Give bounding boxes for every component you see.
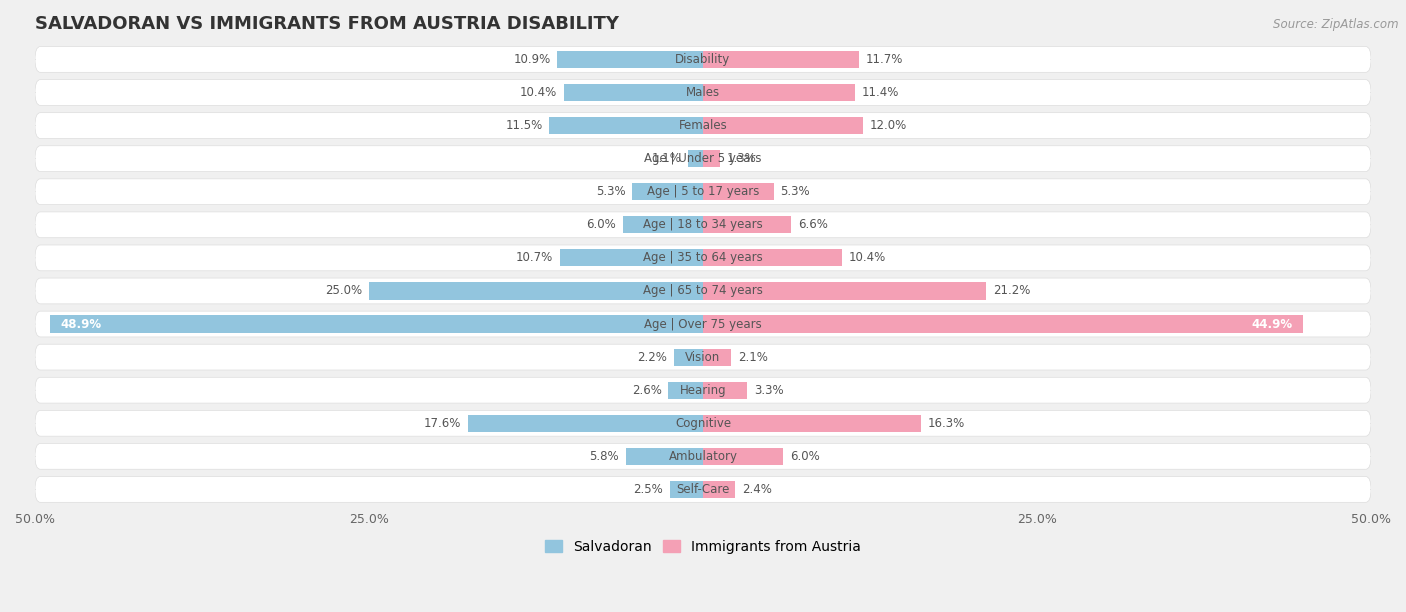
Text: 5.8%: 5.8% [589,450,619,463]
Bar [560,249,703,266]
Bar [703,183,773,200]
Bar [703,84,855,101]
Text: 48.9%: 48.9% [60,318,101,330]
Text: 6.6%: 6.6% [797,218,828,231]
Bar [689,150,703,167]
Text: Disability: Disability [675,53,731,66]
Bar [703,282,986,299]
FancyBboxPatch shape [35,212,1371,237]
Text: 25.0%: 25.0% [325,285,363,297]
Text: 11.5%: 11.5% [505,119,543,132]
Text: Cognitive: Cognitive [675,417,731,430]
Bar [368,282,703,299]
Text: Females: Females [679,119,727,132]
Bar [49,315,703,333]
Text: Hearing: Hearing [679,384,727,397]
Text: 5.3%: 5.3% [780,185,810,198]
Text: 2.5%: 2.5% [633,483,662,496]
FancyBboxPatch shape [35,344,1371,370]
Text: Males: Males [686,86,720,99]
Text: 10.9%: 10.9% [513,53,551,66]
Bar [550,117,703,134]
Bar [703,150,720,167]
Text: SALVADORAN VS IMMIGRANTS FROM AUSTRIA DISABILITY: SALVADORAN VS IMMIGRANTS FROM AUSTRIA DI… [35,15,619,33]
FancyBboxPatch shape [35,377,1371,403]
Bar [703,448,783,465]
Bar [564,84,703,101]
Bar [703,382,747,399]
Text: 3.3%: 3.3% [754,384,783,397]
Text: 1.3%: 1.3% [727,152,756,165]
FancyBboxPatch shape [35,80,1371,105]
Text: Self-Care: Self-Care [676,483,730,496]
Text: Age | 5 to 17 years: Age | 5 to 17 years [647,185,759,198]
Text: 2.1%: 2.1% [738,351,768,364]
FancyBboxPatch shape [35,311,1371,337]
FancyBboxPatch shape [35,179,1371,204]
Legend: Salvadoran, Immigrants from Austria: Salvadoran, Immigrants from Austria [540,534,866,559]
Text: 2.2%: 2.2% [637,351,666,364]
FancyBboxPatch shape [35,113,1371,138]
Bar [703,315,1303,333]
Bar [633,183,703,200]
Text: 10.4%: 10.4% [849,252,886,264]
FancyBboxPatch shape [35,278,1371,304]
Text: 21.2%: 21.2% [993,285,1031,297]
Text: 6.0%: 6.0% [790,450,820,463]
Text: Age | 65 to 74 years: Age | 65 to 74 years [643,285,763,297]
Bar [669,481,703,498]
Text: 2.4%: 2.4% [742,483,772,496]
Text: Ambulatory: Ambulatory [668,450,738,463]
Text: 2.6%: 2.6% [631,384,662,397]
Text: 1.1%: 1.1% [652,152,682,165]
Text: 6.0%: 6.0% [586,218,616,231]
Bar [673,348,703,366]
Bar [626,448,703,465]
Text: 10.4%: 10.4% [520,86,557,99]
Text: Age | 18 to 34 years: Age | 18 to 34 years [643,218,763,231]
Text: 11.4%: 11.4% [862,86,900,99]
Bar [703,249,842,266]
Bar [703,481,735,498]
Text: 5.3%: 5.3% [596,185,626,198]
Text: Age | Under 5 years: Age | Under 5 years [644,152,762,165]
FancyBboxPatch shape [35,477,1371,502]
FancyBboxPatch shape [35,146,1371,171]
Text: 44.9%: 44.9% [1251,318,1292,330]
Text: 17.6%: 17.6% [423,417,461,430]
Text: 16.3%: 16.3% [928,417,965,430]
Text: 10.7%: 10.7% [516,252,554,264]
Text: 12.0%: 12.0% [870,119,907,132]
Text: 11.7%: 11.7% [866,53,904,66]
Text: Vision: Vision [685,351,721,364]
Bar [623,216,703,233]
Bar [703,348,731,366]
FancyBboxPatch shape [35,47,1371,72]
Bar [703,51,859,68]
Bar [468,415,703,432]
FancyBboxPatch shape [35,411,1371,436]
Bar [703,117,863,134]
Text: Age | Over 75 years: Age | Over 75 years [644,318,762,330]
Bar [703,415,921,432]
Bar [703,216,792,233]
FancyBboxPatch shape [35,444,1371,469]
Text: Age | 35 to 64 years: Age | 35 to 64 years [643,252,763,264]
Bar [557,51,703,68]
Bar [668,382,703,399]
FancyBboxPatch shape [35,245,1371,271]
Text: Source: ZipAtlas.com: Source: ZipAtlas.com [1274,18,1399,31]
